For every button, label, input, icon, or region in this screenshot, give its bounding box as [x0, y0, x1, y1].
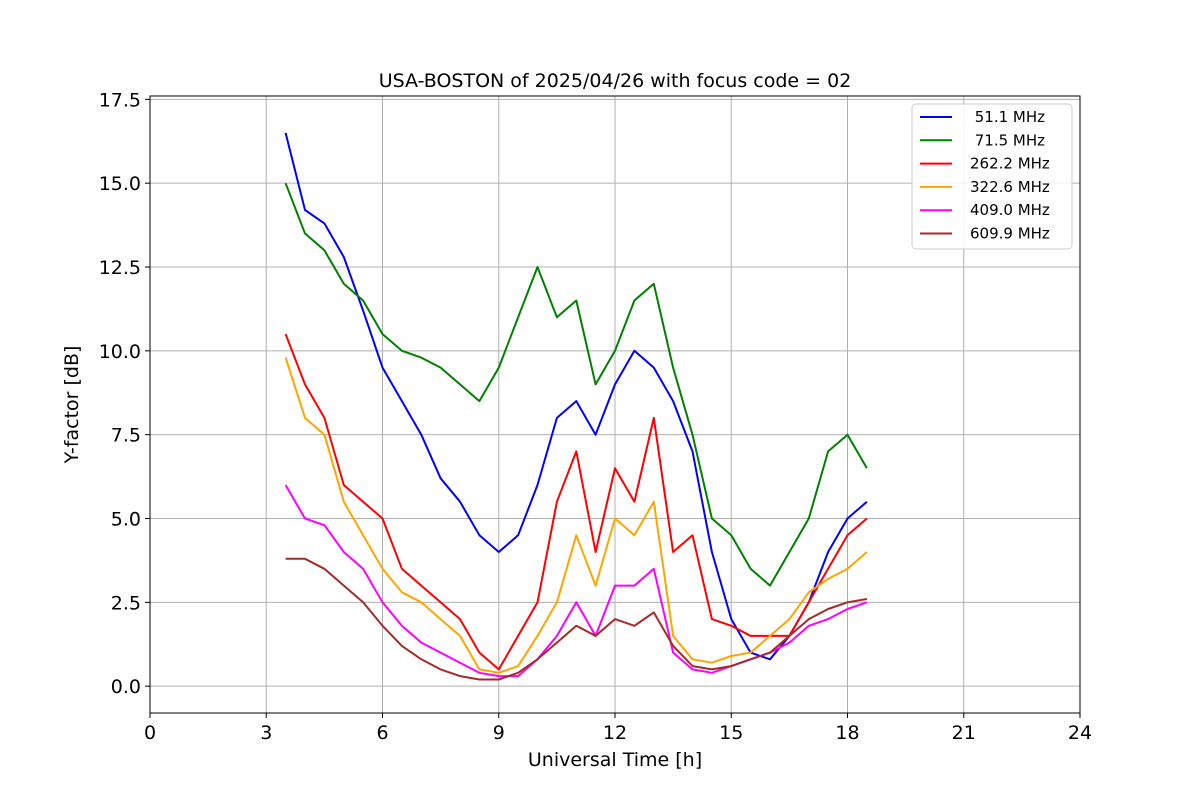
series-line-1 [284, 182, 868, 587]
legend-label: 51.1 MHz [970, 108, 1045, 126]
legend-label: 322.6 MHz [970, 178, 1050, 196]
legend-label: 609.9 MHz [970, 225, 1050, 243]
y-tick-label: 2.5 [111, 592, 141, 614]
x-tick-label: 21 [952, 722, 976, 744]
x-tick-label: 12 [603, 722, 627, 744]
legend-label: 71.5 MHz [970, 131, 1045, 149]
series-line-5 [285, 557, 868, 681]
y-axis-label: Y-factor [dB] [61, 346, 83, 465]
legend: 51.1 MHz 71.5 MHz 262.2 MHz 322.6 MHz 409.0… [911, 103, 1073, 250]
series-layer [284, 132, 868, 681]
y-tick-label: 17.5 [99, 89, 141, 111]
tick-layer: 0 3 6 9 12 15 18 21 24 0.0 2.5 5.0 7.5 10.0 12.5 15.0 17… [99, 89, 1092, 744]
y-tick-label: 5.0 [111, 509, 141, 531]
x-tick-label: 9 [493, 722, 505, 744]
x-tick-label: 24 [1068, 722, 1092, 744]
x-axis-label: Universal Time [h] [528, 749, 702, 771]
y-tick-label: 0.0 [111, 676, 141, 698]
series-line-0 [284, 132, 868, 661]
y-tick-label: 10.0 [99, 341, 141, 363]
legend-label: 262.2 MHz [970, 155, 1050, 173]
y-tick-label: 15.0 [99, 173, 141, 195]
y-tick-label: 12.5 [99, 257, 141, 279]
series-line-3 [284, 357, 868, 674]
y-tick-label: 7.5 [111, 425, 141, 447]
legend-label: 409.0 MHz [970, 201, 1050, 219]
x-tick-label: 3 [260, 722, 272, 744]
x-tick-label: 6 [376, 722, 388, 744]
chart-title: USA-BOSTON of 2025/04/26 with focus code… [379, 70, 852, 92]
x-tick-label: 15 [719, 722, 743, 744]
x-tick-label: 18 [835, 722, 859, 744]
x-tick-label: 0 [144, 722, 156, 744]
